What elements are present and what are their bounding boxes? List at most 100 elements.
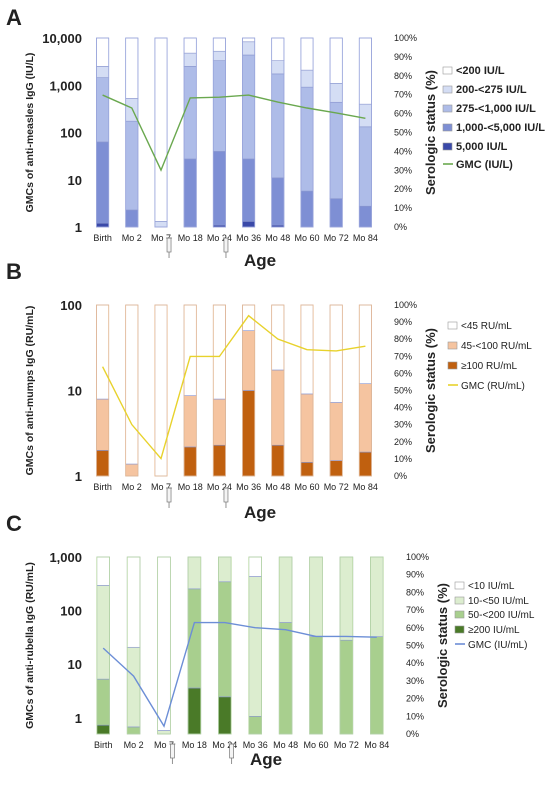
y2-tick-label: 90% [406, 570, 424, 580]
y2-tick-label: 30% [394, 420, 412, 430]
bar-segment [212, 151, 226, 226]
x-tick-label: Birth [93, 233, 112, 243]
y-tick-label: 10 [68, 384, 82, 399]
legend-label: 275-<1,000 IU/L [456, 103, 536, 115]
panel-letter: A [6, 5, 22, 30]
bar-segment [278, 622, 293, 735]
bar-segment [358, 451, 372, 477]
bar-outline [300, 37, 314, 228]
legend-label: 50-<200 IU/mL [468, 610, 535, 621]
syringe-barrel [223, 487, 229, 503]
bar-segment [154, 304, 168, 477]
legend-swatch [454, 625, 465, 634]
bar-segment [96, 678, 110, 726]
y2-tick-label: 60% [394, 368, 412, 378]
bar-segment [183, 158, 197, 228]
bar-outline [96, 556, 110, 735]
y2-axis-title: Serologic status (%) [435, 583, 450, 708]
bar-segment [242, 54, 256, 160]
bar-segment [271, 37, 285, 61]
bar-segment [358, 103, 372, 128]
panel-letter: B [6, 259, 22, 284]
bar-outline [154, 37, 168, 228]
bar-segment [242, 390, 256, 477]
x-tick-label: Mo 72 [324, 233, 349, 243]
bar-outline [339, 556, 354, 735]
legend-swatch [442, 66, 453, 75]
bar-segment [300, 69, 314, 88]
y2-tick-label: 40% [406, 658, 424, 668]
legend-label: 1,000-<5,000 IU/L [456, 122, 545, 134]
y2-tick-label: 50% [394, 128, 412, 138]
y-tick-label: 1,000 [49, 550, 82, 565]
bar-segment [242, 330, 256, 391]
bar-segment [125, 209, 139, 228]
x-tick-label: Mo 7 [151, 233, 171, 243]
bar-outline [125, 304, 139, 477]
y-tick-label: 10 [68, 173, 82, 188]
bar-outline [183, 304, 197, 477]
x-tick-label: Birth [93, 482, 112, 492]
x-tick-label: Mo 2 [122, 482, 142, 492]
legend-label: 45-<100 RU/mL [461, 341, 532, 352]
legend-label: <200 IU/L [456, 65, 505, 77]
y-tick-label: 1,000 [49, 78, 82, 93]
bar-segment [125, 37, 139, 99]
bar-segment [96, 556, 110, 586]
legend-swatch [442, 142, 453, 151]
x-axis-title: Age [244, 503, 276, 522]
y2-tick-label: 20% [406, 694, 424, 704]
bar-segment [300, 462, 314, 477]
x-tick-label: Mo 48 [273, 740, 298, 750]
bar-segment [154, 221, 168, 228]
bar-segment [96, 585, 110, 680]
bar-segment [126, 556, 141, 648]
y-tick-label: 100 [60, 298, 82, 313]
bar-segment [125, 304, 139, 465]
bar-segment [212, 50, 226, 61]
bar-segment [126, 646, 141, 728]
bar-segment [212, 37, 226, 52]
x-tick-label: Birth [94, 740, 113, 750]
bar-segment [358, 126, 372, 207]
y-axis-title: GMCs of anti-measles IgG (IU/L) [24, 53, 36, 213]
bar-outline [218, 556, 232, 735]
y2-tick-label: 0% [394, 222, 407, 232]
bar-segment [309, 556, 323, 637]
bar-outline [271, 37, 285, 228]
bar-outline [329, 37, 343, 228]
bar-segment [96, 37, 110, 67]
x-tick-label: Mo 60 [294, 233, 319, 243]
x-tick-label: Mo 18 [178, 482, 203, 492]
bar-segment [242, 221, 256, 228]
bar-outline [329, 304, 343, 477]
x-tick-label: Mo 36 [236, 233, 261, 243]
y2-tick-label: 70% [394, 90, 412, 100]
bar-segment [96, 222, 110, 228]
legend-swatch [442, 104, 453, 113]
legend-label: GMC (RU/mL) [461, 381, 525, 392]
bar-segment [300, 393, 314, 463]
x-tick-label: Mo 72 [324, 482, 349, 492]
bar-segment [96, 77, 110, 143]
legend-label: 5,000 IU/L [456, 141, 508, 153]
y2-axis-title: Serologic status (%) [423, 70, 438, 195]
bar-segment [309, 636, 323, 735]
x-tick-label: Mo 84 [353, 233, 378, 243]
syringe-icon [166, 237, 173, 258]
bar-segment [96, 724, 110, 735]
bar-segment [271, 73, 285, 179]
y2-tick-label: 10% [394, 203, 412, 213]
bar-segment [96, 141, 110, 224]
y-tick-label: 100 [60, 604, 82, 619]
syringe-barrel [166, 237, 172, 253]
bar-segment [248, 556, 262, 577]
bar-segment [187, 687, 202, 735]
bar-segment [125, 463, 139, 477]
bar-segment [271, 177, 285, 226]
x-tick-label: Mo 24 [207, 233, 232, 243]
legend-swatch [447, 341, 458, 350]
bar-segment [329, 37, 343, 84]
x-axis-title: Age [244, 251, 276, 270]
y-tick-label: 100 [60, 126, 82, 141]
